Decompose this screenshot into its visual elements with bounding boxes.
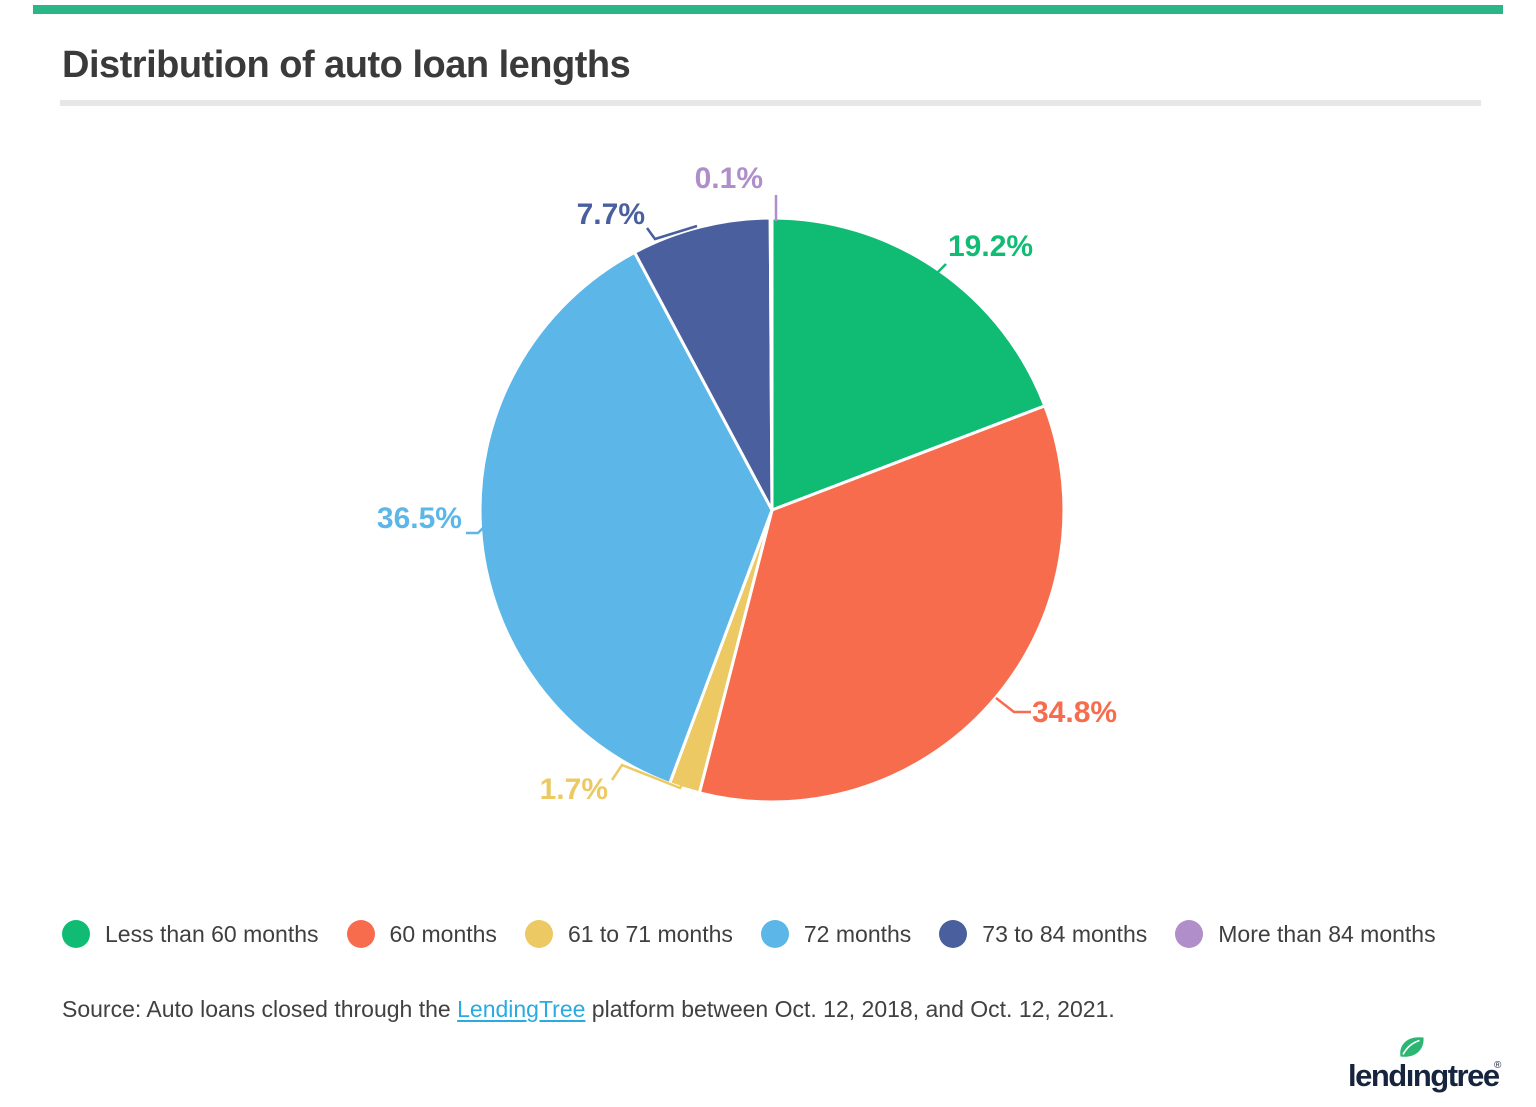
slice-value-label-72-months: 36.5% xyxy=(376,502,462,535)
source-prefix: Source: Auto loans closed through the xyxy=(62,996,458,1022)
pie-slice-73-to-84-months xyxy=(633,216,774,512)
label-leader-line xyxy=(645,224,698,241)
pie-slice-60-months xyxy=(697,404,1066,804)
leaf-icon xyxy=(1400,1037,1424,1057)
slice-value-label-73-to-84-months: 7.7% xyxy=(576,198,645,231)
accent-top-bar xyxy=(33,5,1503,14)
slice-value-label-less-than-60-months: 19.2% xyxy=(948,230,1034,263)
logo-registered-mark: ® xyxy=(1494,1060,1502,1071)
legend-dot-icon xyxy=(760,920,789,948)
pie-svg xyxy=(466,195,1066,804)
legend-item-73-to-84-months: 73 to 84 months xyxy=(939,920,1147,948)
legend-label: 73 to 84 months xyxy=(982,920,1148,947)
legend-item-60-months: 60 months xyxy=(346,920,497,948)
chart-legend: Less than 60 months 60 months 61 to 71 mon… xyxy=(62,920,1436,948)
source-suffix: platform between Oct. 12, 2018, and Oct.… xyxy=(585,996,1115,1022)
legend-dot-icon xyxy=(939,920,968,948)
legend-label: 61 to 71 months xyxy=(567,920,733,947)
slice-value-label-61-to-71-months: 1.7% xyxy=(539,773,608,806)
legend-item-61-to-71-months: 61 to 71 months xyxy=(524,920,733,948)
lendingtree-link[interactable]: LendingTree xyxy=(457,996,586,1022)
legend-dot-icon xyxy=(346,920,375,948)
legend-item-less-than-60-months: Less than 60 months xyxy=(62,920,319,948)
label-leader-line xyxy=(937,263,947,273)
source-note: Source: Auto loans closed through the Le… xyxy=(62,996,1115,1023)
legend-label: 60 months xyxy=(389,920,497,947)
pie-slice-more-than-84-months xyxy=(768,216,774,512)
slice-value-label-60-months: 34.8% xyxy=(1032,696,1118,729)
legend-label: More than 84 months xyxy=(1218,920,1436,947)
chart-title: Distribution of auto loan lengths xyxy=(62,44,631,86)
legend-item-72-months: 72 months xyxy=(760,920,912,948)
slice-value-label-more-than-84-months: 0.1% xyxy=(694,162,763,195)
legend-label: Less than 60 months xyxy=(105,920,319,947)
label-leader-line xyxy=(466,526,485,535)
legend-dot-icon xyxy=(62,920,90,948)
pie-chart: 19.2% 34.8% 1.7% 36.5% 7.7% 0.1% xyxy=(377,162,1130,868)
label-leader-line xyxy=(610,763,686,790)
title-divider xyxy=(60,100,1481,106)
label-leader-line xyxy=(995,697,1031,714)
legend-label: 72 months xyxy=(803,920,912,947)
logo-wordmark: lendıngtree xyxy=(1348,1058,1500,1093)
legend-dot-icon xyxy=(1175,920,1204,948)
legend-item-more-than-84-months: More than 84 months xyxy=(1175,920,1436,948)
lendingtree-logo: lendıngtree ® xyxy=(1348,1034,1518,1098)
legend-dot-icon xyxy=(524,920,553,948)
pie-slice-less-than-60-months xyxy=(770,216,1047,512)
